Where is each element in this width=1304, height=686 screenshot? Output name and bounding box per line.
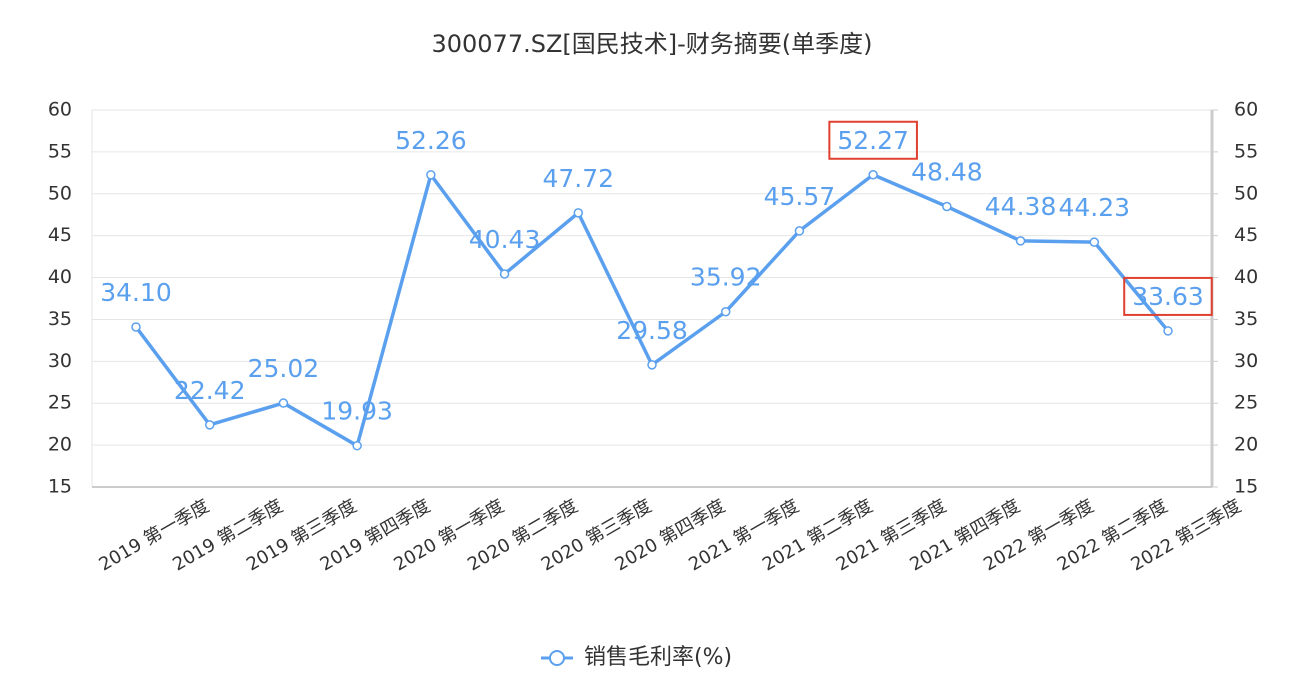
data-label: 25.02 (248, 354, 320, 383)
y2-tick-label: 20 (1234, 434, 1258, 456)
data-label: 40.43 (469, 225, 541, 254)
y-tick-label: 45 (48, 224, 72, 246)
point (131, 322, 141, 332)
point (868, 170, 878, 180)
y2-tick-label: 55 (1234, 140, 1258, 162)
y-tick-label: 15 (48, 476, 72, 498)
y-tick-label: 30 (48, 350, 72, 372)
y-tick-label: 35 (48, 308, 72, 330)
y2-tick-label: 60 (1234, 99, 1258, 121)
y2-tick-label: 40 (1234, 266, 1258, 288)
data-label: 34.10 (100, 278, 172, 307)
data-label: 19.93 (321, 397, 393, 426)
point (942, 201, 952, 212)
point (573, 208, 584, 218)
data-label: 29.58 (616, 316, 688, 345)
y-tick-label: 40 (48, 266, 72, 288)
data-label: 48.48 (911, 158, 983, 187)
legend-marker (549, 650, 565, 666)
data-label: 33.63 (1132, 282, 1204, 311)
y-tick-label: 55 (48, 140, 72, 162)
data-label: 47.72 (542, 164, 614, 193)
point (499, 269, 510, 279)
point (720, 306, 731, 317)
point (204, 420, 215, 430)
data-label: 52.26 (395, 126, 467, 155)
y2-tick-label: 50 (1234, 182, 1258, 204)
point (1089, 237, 1100, 247)
data-label: 45.57 (764, 182, 836, 211)
point (278, 398, 289, 408)
point (794, 226, 805, 236)
y-tick-label: 20 (48, 434, 72, 456)
point (426, 170, 436, 180)
y2-tick-label: 35 (1234, 308, 1258, 330)
y2-tick-label: 15 (1234, 476, 1258, 498)
y2-tick-label: 25 (1234, 392, 1258, 414)
y2-tick-label: 45 (1234, 224, 1258, 246)
data-label: 44.23 (1058, 193, 1130, 222)
point (1015, 236, 1026, 246)
legend-label: 销售毛利率(%) (584, 645, 732, 670)
data-label: 44.38 (985, 192, 1057, 221)
data-label: 35.92 (690, 263, 762, 292)
chart-title: 300077.SZ[国民技术]-财务摘要(单季度) (431, 30, 872, 58)
point (647, 360, 657, 370)
point (352, 440, 362, 451)
highlight-box (1123, 276, 1213, 316)
y-tick-label: 25 (48, 392, 72, 414)
y-tick-label: 50 (48, 182, 72, 204)
legend: 销售毛利率(%) (541, 645, 732, 670)
data-label: 52.27 (837, 126, 909, 155)
point (1163, 326, 1173, 336)
data-label: 22.42 (174, 376, 246, 405)
y2-tick-label: 30 (1234, 350, 1258, 372)
y-tick-label: 60 (48, 99, 72, 121)
highlight-box (828, 120, 918, 160)
